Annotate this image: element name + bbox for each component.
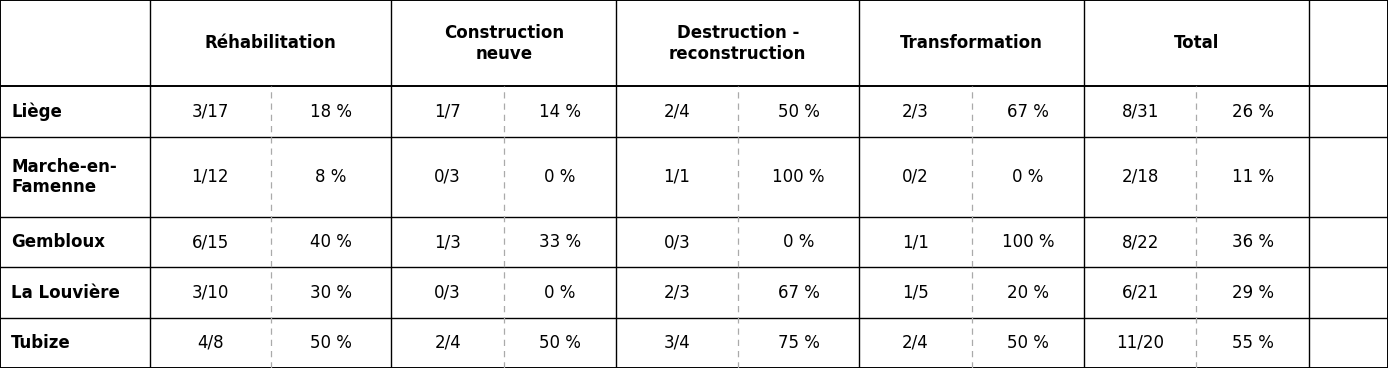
Text: 11 %: 11 % [1231,168,1274,186]
Text: 0/2: 0/2 [902,168,929,186]
Text: 1/1: 1/1 [663,168,690,186]
Text: 50 %: 50 % [310,334,353,352]
Text: 11/20: 11/20 [1116,334,1165,352]
Text: Marche-en-
Famenne: Marche-en- Famenne [11,158,117,197]
Text: 50 %: 50 % [539,334,582,352]
Text: 2/18: 2/18 [1122,168,1159,186]
Text: 67 %: 67 % [777,284,819,302]
Text: Gembloux: Gembloux [11,233,105,251]
Text: 0 %: 0 % [544,284,576,302]
Text: 40 %: 40 % [310,233,353,251]
Text: 2/3: 2/3 [902,103,929,121]
Text: 0 %: 0 % [1012,168,1044,186]
Text: 1/12: 1/12 [192,168,229,186]
Text: 50 %: 50 % [777,103,819,121]
Text: 100 %: 100 % [772,168,824,186]
Text: 3/10: 3/10 [192,284,229,302]
Text: 6/21: 6/21 [1122,284,1159,302]
Text: 14 %: 14 % [539,103,582,121]
Text: 2/4: 2/4 [663,103,690,121]
Text: 3/4: 3/4 [663,334,690,352]
Text: 20 %: 20 % [1006,284,1049,302]
Text: 67 %: 67 % [1006,103,1049,121]
Text: 2/3: 2/3 [663,284,690,302]
Text: Destruction -
reconstruction: Destruction - reconstruction [669,24,806,63]
Text: 0/3: 0/3 [434,168,461,186]
Text: 2/4: 2/4 [434,334,461,352]
Text: Réhabilitation: Réhabilitation [205,34,336,52]
Text: 36 %: 36 % [1231,233,1274,251]
Text: Construction
neuve: Construction neuve [444,24,564,63]
Text: 18 %: 18 % [310,103,353,121]
Text: 0 %: 0 % [783,233,815,251]
Text: 50 %: 50 % [1006,334,1049,352]
Text: 1/3: 1/3 [434,233,461,251]
Text: 3/17: 3/17 [192,103,229,121]
Text: 0/3: 0/3 [663,233,690,251]
Text: Total: Total [1174,34,1219,52]
Text: La Louvière: La Louvière [11,284,119,302]
Text: 1/7: 1/7 [434,103,461,121]
Text: 1/1: 1/1 [902,233,929,251]
Text: 75 %: 75 % [777,334,819,352]
Text: Transformation: Transformation [901,34,1042,52]
Text: 8 %: 8 % [315,168,347,186]
Text: 55 %: 55 % [1231,334,1274,352]
Text: 29 %: 29 % [1231,284,1274,302]
Text: 0/3: 0/3 [434,284,461,302]
Text: Tubize: Tubize [11,334,71,352]
Text: 1/5: 1/5 [902,284,929,302]
Text: 2/4: 2/4 [902,334,929,352]
Text: 26 %: 26 % [1231,103,1274,121]
Text: Liège: Liège [11,102,62,121]
Text: 30 %: 30 % [310,284,353,302]
Text: 8/31: 8/31 [1122,103,1159,121]
Text: 8/22: 8/22 [1122,233,1159,251]
Text: 33 %: 33 % [539,233,582,251]
Text: 0 %: 0 % [544,168,576,186]
Text: 6/15: 6/15 [192,233,229,251]
Text: 100 %: 100 % [1002,233,1053,251]
Text: 4/8: 4/8 [197,334,223,352]
